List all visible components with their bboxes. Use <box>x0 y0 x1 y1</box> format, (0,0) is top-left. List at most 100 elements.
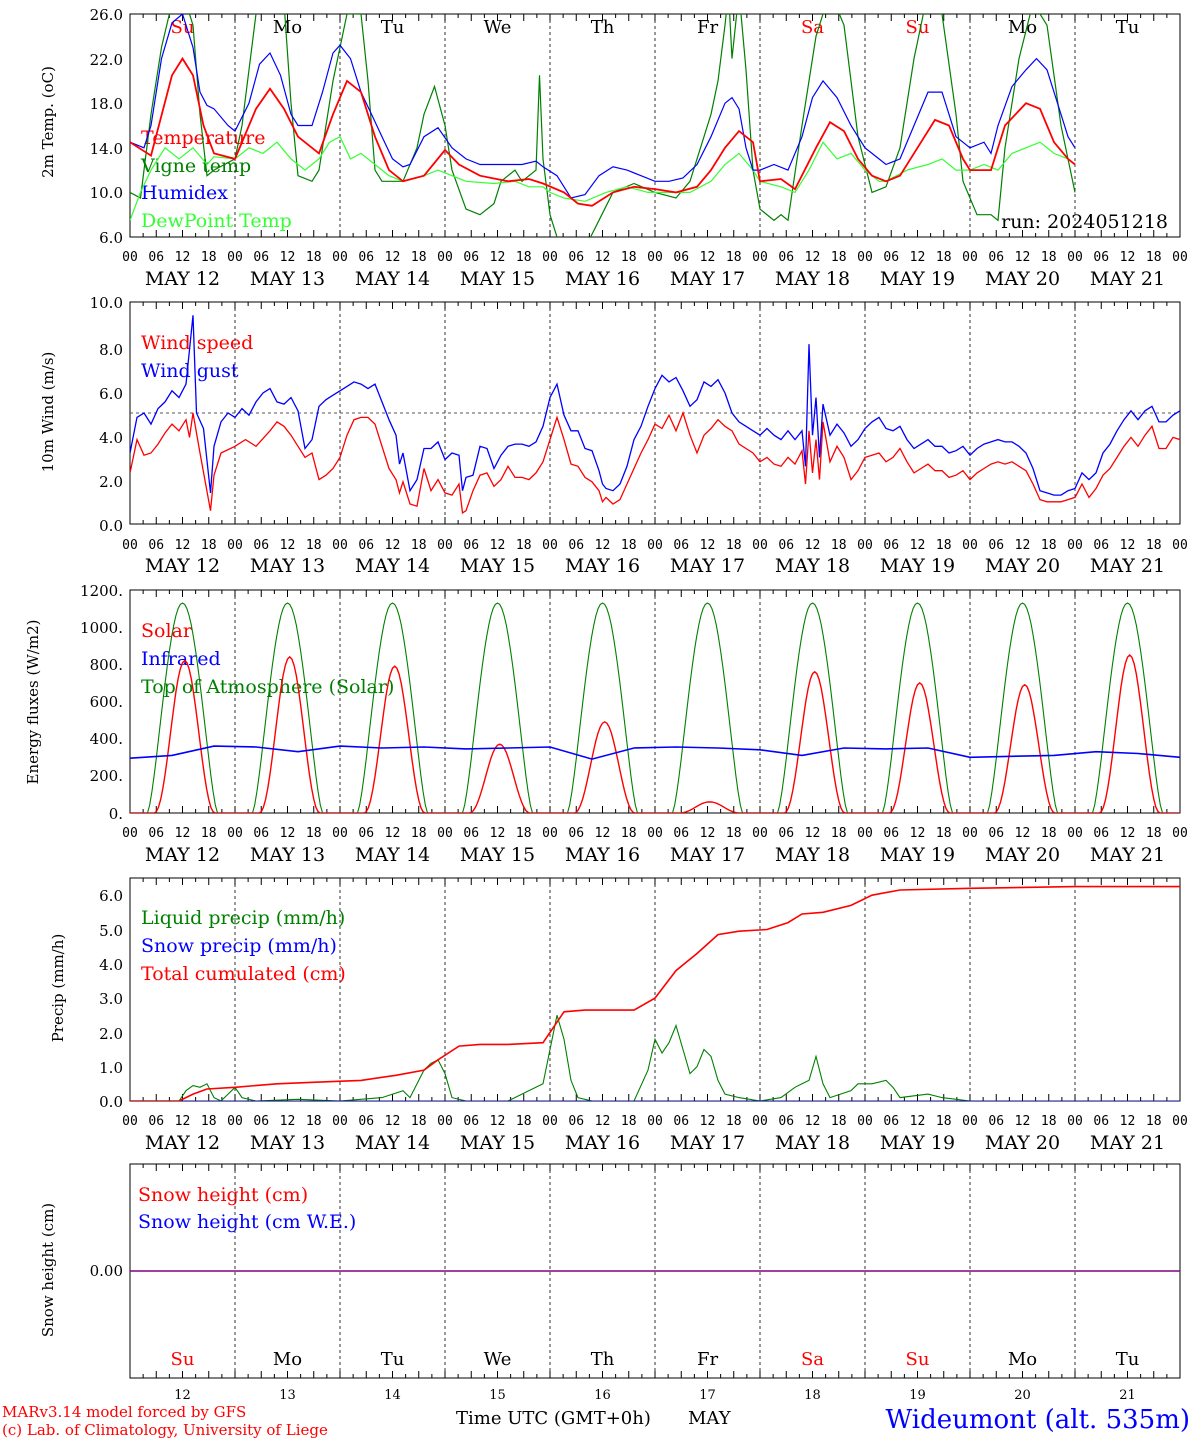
panel1-date-labels: MAY 12 MAY 13 MAY 14 MAY 15 MAY 16 MAY 17 MAY … <box>145 268 1165 290</box>
date-label: MAY 13 <box>250 844 325 866</box>
panel3-ylabel: Energy fluxes (W/m2) <box>24 620 42 785</box>
date-label: MAY 18 <box>775 268 850 290</box>
hour-tick-label: 06 <box>988 538 1004 553</box>
panel5-ylabel: Snow height (cm) <box>39 1203 57 1337</box>
panel1-ytick: 26.0 <box>90 6 123 24</box>
hour-tick-label: 06 <box>988 250 1004 265</box>
legend-snow-precip: Snow precip (mm/h) <box>141 935 337 957</box>
hour-tick-label: 00 <box>122 250 138 265</box>
date-label: MAY 14 <box>355 1132 430 1154</box>
hour-tick-label: 00 <box>857 1114 873 1129</box>
hour-tick-label: 06 <box>463 250 479 265</box>
hour-tick-label: 00 <box>332 1114 348 1129</box>
weekday-labels-bottom: Su Mo Tu We Th Fr Sa Su Mo Tu <box>171 1349 1140 1370</box>
footer: MARv3.14 model forced by GFS (c) Lab. of… <box>2 1403 1190 1439</box>
hour-tick-label: 00 <box>752 826 768 841</box>
weekday-label: Mo <box>1008 17 1037 38</box>
hour-tick-label: 00 <box>437 826 453 841</box>
hour-tick-label: 06 <box>778 250 794 265</box>
legend-wind-gust: Wind gust <box>141 360 239 382</box>
hour-tick-label: 00 <box>857 826 873 841</box>
temperature-panel: 2m Temp. (oC) 6.0 10.0 14.0 18.0 22.0 26… <box>39 6 1168 290</box>
hour-tick-label: 00 <box>1172 1114 1188 1129</box>
weekday-label: Sa <box>801 1349 824 1370</box>
hour-tick-label: 12 <box>175 1114 191 1129</box>
panel4-ytick-labels: 0.0 1.0 2.0 3.0 4.0 5.0 6.0 <box>99 887 123 1111</box>
hour-tick-label: 18 <box>516 250 532 265</box>
panel2-ytick: 4.0 <box>99 429 123 447</box>
hour-tick-label: 06 <box>148 826 164 841</box>
hour-tick-label: 00 <box>332 538 348 553</box>
date-label: MAY 21 <box>1090 844 1165 866</box>
hour-tick-label: 18 <box>831 538 847 553</box>
date-label: MAY 19 <box>880 555 955 577</box>
hour-tick-label: 06 <box>463 826 479 841</box>
snow-panel: Snow height (cm) 0.00 Snow height (cm) S… <box>39 1184 1139 1403</box>
panel2-ytick: 2.0 <box>99 473 123 491</box>
hour-tick-label: 06 <box>1093 1114 1109 1129</box>
hour-tick-label: 00 <box>227 250 243 265</box>
date-label: MAY 14 <box>355 555 430 577</box>
date-label: MAY 18 <box>775 1132 850 1154</box>
date-label: MAY 17 <box>670 1132 745 1154</box>
run-annotation: run: 2024051218 <box>1001 211 1168 233</box>
date-label: MAY 14 <box>355 268 430 290</box>
panel4-ylabel: Precip (mm/h) <box>49 934 67 1043</box>
date-label: MAY 20 <box>985 1132 1060 1154</box>
weekday-label: We <box>484 1349 512 1370</box>
series-line-temperature <box>130 56 1076 207</box>
weekday-label: Tu <box>381 17 405 38</box>
day-number-labels: 12 13 14 15 16 17 18 19 20 21 <box>174 1388 1136 1403</box>
panel4-ytick: 5.0 <box>99 922 123 940</box>
hour-tick-label: 12 <box>1015 1114 1031 1129</box>
hour-tick-label: 18 <box>1041 826 1057 841</box>
hour-tick-label: 18 <box>726 1114 742 1129</box>
day-number-label: 21 <box>1119 1388 1136 1403</box>
hour-tick-label: 00 <box>1067 826 1083 841</box>
legend-humidex: Humidex <box>141 182 228 204</box>
hour-tick-label: 18 <box>621 250 637 265</box>
hour-tick-label: 06 <box>673 250 689 265</box>
date-label: MAY 18 <box>775 555 850 577</box>
hour-tick-label: 18 <box>936 250 952 265</box>
hour-tick-label: 00 <box>647 1114 663 1129</box>
day-number-label: 13 <box>279 1388 296 1403</box>
hour-tick-label: 18 <box>621 826 637 841</box>
weekday-label: Fr <box>697 1349 718 1370</box>
hour-tick-label: 00 <box>332 826 348 841</box>
panel4-ytick: 4.0 <box>99 956 123 974</box>
footer-time-axis-label: Time UTC (GMT+0h) <box>456 1408 651 1429</box>
hour-tick-label: 06 <box>358 826 374 841</box>
panel2-date-labels: MAY 12 MAY 13 MAY 14 MAY 15 MAY 16 MAY 17 MAY … <box>145 555 1165 577</box>
hour-tick-label: 06 <box>883 538 899 553</box>
hour-tick-label: 18 <box>411 826 427 841</box>
hour-tick-label: 06 <box>148 538 164 553</box>
hour-tick-label: 18 <box>1041 1114 1057 1129</box>
panel3-ytick: 400. <box>90 730 123 748</box>
date-label: MAY 16 <box>565 268 640 290</box>
date-label: MAY 15 <box>460 268 535 290</box>
hour-tick-label: 12 <box>805 1114 821 1129</box>
panel1-ytick: 22.0 <box>90 51 123 69</box>
panel2-ylabel: 10m Wind (m/s) <box>39 352 57 473</box>
data-series <box>130 14 1180 1272</box>
hour-tick-label: 00 <box>647 538 663 553</box>
hour-tick-label: 12 <box>490 538 506 553</box>
panel3-ytick-labels: 0. 200. 400. 600. 800. 1000. 1200. <box>80 582 123 823</box>
hour-tick-label: 06 <box>568 826 584 841</box>
hour-tick-label: 06 <box>568 1114 584 1129</box>
hour-tick-label: 00 <box>542 250 558 265</box>
weekday-label: We <box>484 17 512 38</box>
panel3-date-labels: MAY 12 MAY 13 MAY 14 MAY 15 MAY 16 MAY 17 MAY … <box>145 844 1165 866</box>
hour-tick-label: 12 <box>805 826 821 841</box>
date-label: MAY 12 <box>145 555 220 577</box>
weekday-label: Su <box>906 17 930 38</box>
panel-frame <box>129 589 1181 814</box>
hour-tick-label: 18 <box>621 538 637 553</box>
hour-tick-label: 12 <box>280 1114 296 1129</box>
hour-tick-label: 00 <box>752 538 768 553</box>
date-label: MAY 13 <box>250 555 325 577</box>
hour-tick-label: 06 <box>148 1114 164 1129</box>
legend-total-cumulated: Total cumulated (cm) <box>141 963 346 985</box>
